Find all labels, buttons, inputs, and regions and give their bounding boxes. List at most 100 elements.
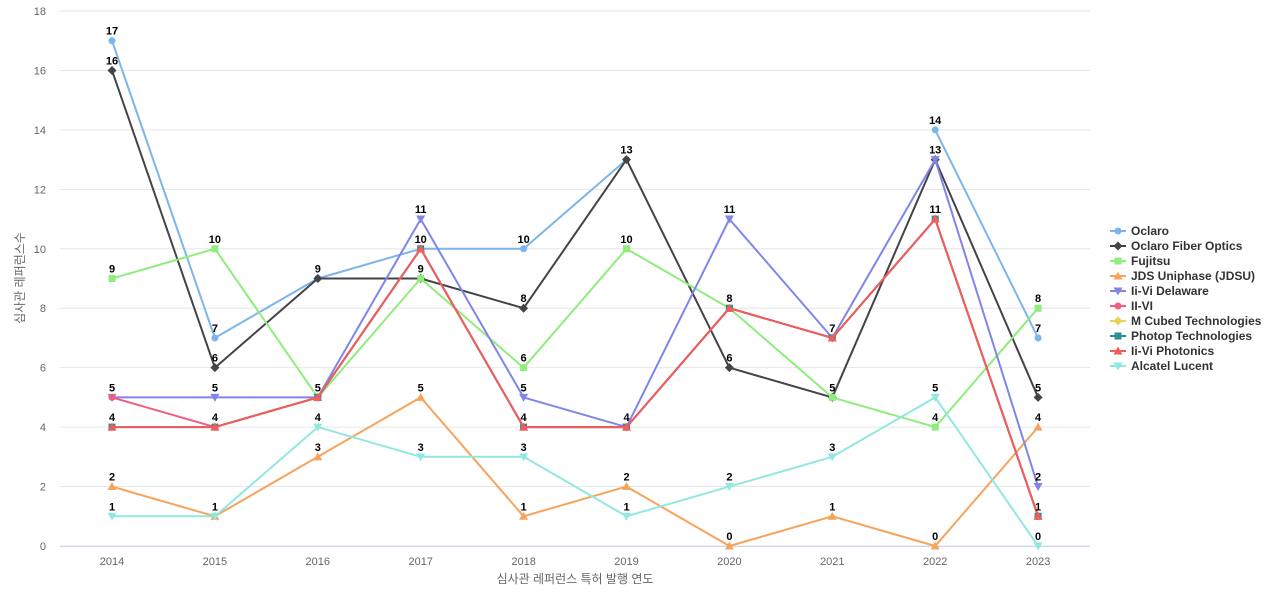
data-point[interactable] [519,453,529,462]
data-point[interactable] [930,214,940,223]
legend-item[interactable]: M Cubed Technologies [1110,314,1262,328]
data-label: 0 [932,531,938,543]
data-point[interactable] [1034,304,1042,312]
x-tick-label: 2015 [203,556,227,568]
data-label: 2 [726,472,732,484]
legend-symbol[interactable] [1113,271,1123,280]
series-line[interactable] [111,40,1039,339]
legend-item[interactable]: Oclaro Fiber Optics [1110,239,1243,253]
data-point[interactable] [1033,392,1043,402]
data-label: 5 [829,382,835,394]
data-point[interactable] [313,274,323,283]
legend-symbol[interactable] [1114,302,1122,310]
data-point[interactable] [827,453,837,462]
data-point[interactable] [1033,542,1043,551]
data-point[interactable] [108,275,116,282]
legend-item[interactable]: JDS Uniphase (JDSU) [1110,269,1255,283]
data-point[interactable] [724,541,734,550]
data-point[interactable] [931,126,939,134]
data-point[interactable] [1034,334,1042,342]
data-point[interactable] [519,393,529,402]
data-label: 4 [932,412,939,424]
data-point[interactable] [1033,422,1043,431]
data-point[interactable] [416,244,426,253]
data-point[interactable] [520,364,528,372]
data-point[interactable] [313,392,323,401]
data-point[interactable] [107,512,117,521]
data-point[interactable] [210,393,220,402]
data-point[interactable] [622,482,631,491]
legend-item[interactable]: II-VI [1110,299,1153,313]
legend-symbol[interactable] [1113,346,1123,355]
y-tick-label: 6 [40,363,46,375]
legend-item[interactable]: Ii-Vi Photonics [1110,344,1214,358]
data-point[interactable] [107,482,117,491]
data-point[interactable] [210,422,220,431]
data-point[interactable] [417,275,425,282]
data-point[interactable] [211,245,219,253]
data-label: 6 [521,353,527,365]
series-line[interactable] [111,396,1039,547]
legend-item[interactable]: Alcatel Lucent [1110,359,1213,373]
data-point[interactable] [313,423,323,432]
data-point[interactable] [930,541,940,550]
series-line[interactable] [112,218,1040,517]
data-point[interactable] [724,303,734,312]
data-point[interactable] [623,245,630,253]
legend-symbol[interactable] [1114,332,1122,340]
legend-label: Oclaro [1131,224,1169,238]
data-label: 11 [415,204,427,216]
legend-symbol[interactable] [1114,257,1122,265]
data-point[interactable] [416,215,426,224]
legend-symbol[interactable] [1113,362,1123,371]
y-tick-label: 12 [34,184,46,196]
data-point[interactable] [313,452,323,461]
data-point[interactable] [931,423,939,431]
data-point[interactable] [1033,483,1043,492]
data-label: 11 [724,204,736,216]
data-point[interactable] [622,155,631,165]
data-point[interactable] [724,215,734,224]
data-point[interactable] [416,392,426,401]
series-line[interactable] [112,158,1040,487]
data-point[interactable] [828,393,836,401]
legend-symbol[interactable] [1114,227,1122,235]
legend-item[interactable]: Fujitsu [1110,254,1170,268]
data-point[interactable] [108,37,116,45]
legend-item[interactable]: Oclaro [1110,224,1169,238]
legend-symbol[interactable] [1113,287,1123,296]
legend-symbol[interactable] [1113,241,1123,251]
data-label: 10 [620,234,632,246]
data-point[interactable] [108,393,116,401]
legend-item[interactable]: Photop Technologies [1110,329,1252,343]
data-point[interactable] [622,512,631,521]
data-point[interactable] [210,512,220,521]
data-point[interactable] [622,422,631,431]
data-point[interactable] [827,511,837,520]
data-point[interactable] [724,483,734,492]
data-point[interactable] [520,245,528,253]
data-point[interactable] [519,303,529,313]
series-ii-vi-delaware [107,156,1043,492]
data-point[interactable] [724,363,734,373]
legend-item[interactable]: Ii-Vi Delaware [1110,284,1209,298]
series-line[interactable] [111,247,1039,429]
data-point[interactable] [107,65,117,75]
data-label: 5 [521,382,527,394]
data-point[interactable] [519,511,529,520]
series-line[interactable] [112,396,1039,547]
data-point[interactable] [211,334,219,342]
legend-symbol[interactable] [1113,316,1123,326]
data-point[interactable] [107,422,117,431]
data-point[interactable] [930,156,940,165]
x-tick-label: 2023 [1026,556,1050,568]
data-point[interactable] [827,333,837,342]
series-line[interactable] [111,70,1040,399]
data-point[interactable] [930,393,940,402]
data-point[interactable] [210,363,220,373]
data-label: 4 [109,412,116,424]
data-point[interactable] [1033,511,1043,520]
data-point[interactable] [416,453,426,462]
data-point[interactable] [519,422,529,431]
